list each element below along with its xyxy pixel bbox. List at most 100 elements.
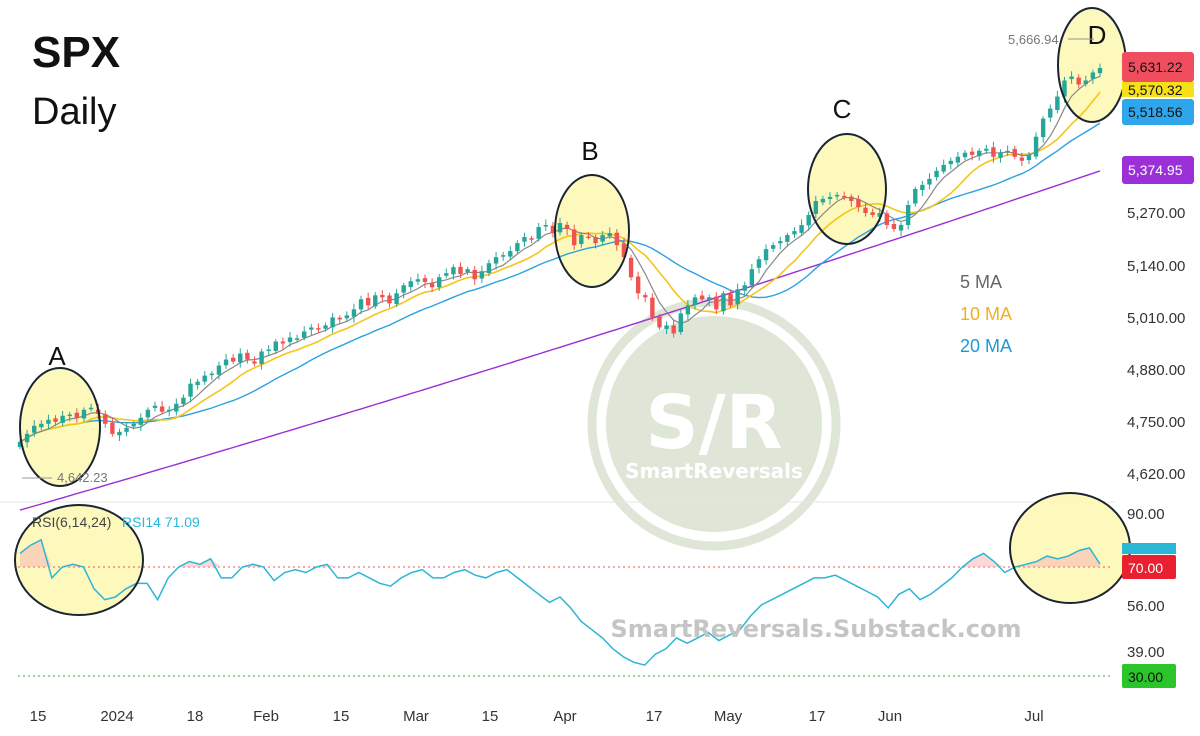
x-tick-label: 17 <box>809 708 826 725</box>
candle-body <box>174 403 179 412</box>
rsi-30-tag-bg <box>1122 664 1176 688</box>
candle-body <box>593 237 598 244</box>
candle-body <box>138 417 143 425</box>
candlesticks <box>17 63 1103 450</box>
y-tick-label: 4,880.00 <box>1127 362 1185 379</box>
price-tag-ma10: 5,570.32 <box>1128 82 1183 98</box>
price-tags: 5,631.22 5,570.32 5,518.56 5,374.95 <box>1122 52 1194 184</box>
candle-body <box>1069 76 1074 80</box>
candle-body <box>266 349 271 352</box>
y-tick-label: 5,140.00 <box>1127 258 1185 275</box>
point-label-d: D <box>1088 20 1107 50</box>
x-tick-label: Apr <box>553 708 576 725</box>
candle-body <box>1048 108 1053 118</box>
candle-body <box>572 229 577 246</box>
chart-subtitle: Daily <box>32 91 116 133</box>
candle-body <box>707 297 712 301</box>
candle-body <box>330 317 335 328</box>
candle-body <box>351 309 357 317</box>
candle-body <box>927 178 932 185</box>
candle-body <box>309 327 314 330</box>
candle-body <box>806 215 811 226</box>
highlight-outlines <box>14 7 1131 616</box>
candle-body <box>74 412 80 418</box>
candle-body <box>671 325 676 334</box>
rsi-30-tag: 30.00 <box>1128 669 1163 685</box>
candle-body <box>195 381 200 386</box>
candle-body <box>785 235 790 242</box>
ma100-line <box>19 170 1101 511</box>
watermark: S/R SmartReversals <box>587 297 841 551</box>
price-tag-close: 5,631.22 <box>1128 59 1183 75</box>
moving-average-lines <box>19 75 1101 511</box>
candle-body <box>39 423 44 428</box>
candle-body <box>756 259 762 268</box>
candle-body <box>451 267 456 275</box>
candle-body <box>763 249 769 261</box>
candle-body <box>600 235 605 242</box>
candle-body <box>486 263 492 274</box>
legend-ma20: 20 MA <box>960 336 1012 356</box>
candle-body <box>32 425 37 433</box>
y-tick-label: 4,620.00 <box>1127 466 1185 483</box>
candle-body <box>444 273 449 276</box>
candle-body <box>1055 96 1060 111</box>
candle-body <box>323 325 328 329</box>
candle-body <box>472 269 477 280</box>
candle-body <box>998 152 1003 158</box>
chart-title: SPX <box>32 28 120 77</box>
candle-body <box>401 285 406 293</box>
candle-body <box>699 295 705 300</box>
candle-body <box>856 199 861 207</box>
candle-body <box>110 422 115 434</box>
rsi-label: RSI(6,14,24) <box>32 514 111 530</box>
candle-body <box>500 255 506 257</box>
highlight-ellipse <box>14 504 144 616</box>
candle-body <box>1097 68 1103 74</box>
x-tick-label: 15 <box>482 708 499 725</box>
candle-body <box>159 406 165 412</box>
candle-body <box>17 441 23 447</box>
candle-body <box>88 407 94 410</box>
candle-body <box>429 283 435 288</box>
x-tick-label: 15 <box>333 708 350 725</box>
candle-body <box>387 295 392 304</box>
candle-body <box>557 223 563 233</box>
candle-body <box>408 281 413 288</box>
candle-body <box>152 405 158 408</box>
candle-body <box>621 243 627 258</box>
rsi-70-tag-bg <box>1122 555 1176 579</box>
candle-body <box>522 237 527 242</box>
candle-body <box>252 361 257 364</box>
highlight-ellipse-fill <box>808 134 886 244</box>
candle-body <box>778 241 783 244</box>
candle-body <box>415 279 421 282</box>
candle-body <box>344 315 350 319</box>
rsi-tick-label: 39.00 <box>1127 644 1165 661</box>
candle-body <box>131 423 136 427</box>
price-tag-ma20-bg <box>1122 99 1194 125</box>
candle-body <box>749 269 755 286</box>
highlight-ellipse <box>807 133 887 245</box>
candle-body <box>898 225 904 231</box>
candle-body <box>834 194 840 197</box>
candle-body <box>799 225 804 233</box>
price-axis: 5,270.00 5,140.00 5,010.00 4,880.00 4,75… <box>1127 205 1185 483</box>
candle-body <box>287 337 293 343</box>
candle-body <box>216 365 222 375</box>
candle-body <box>635 276 641 294</box>
candle-body <box>1019 157 1025 161</box>
candle-body <box>1083 80 1088 85</box>
candle-body <box>1062 80 1067 97</box>
candle-body <box>692 297 698 305</box>
candle-body <box>941 164 946 172</box>
candle-body <box>991 147 996 157</box>
x-tick-label: Feb <box>253 708 279 725</box>
price-tag-close-bg <box>1122 52 1194 82</box>
candle-body <box>60 415 65 423</box>
candle-body <box>117 431 122 436</box>
legend-ma5: 5 MA <box>960 272 1002 292</box>
candle-body <box>238 353 243 363</box>
candle-body <box>46 419 51 424</box>
candle-body <box>493 257 499 264</box>
